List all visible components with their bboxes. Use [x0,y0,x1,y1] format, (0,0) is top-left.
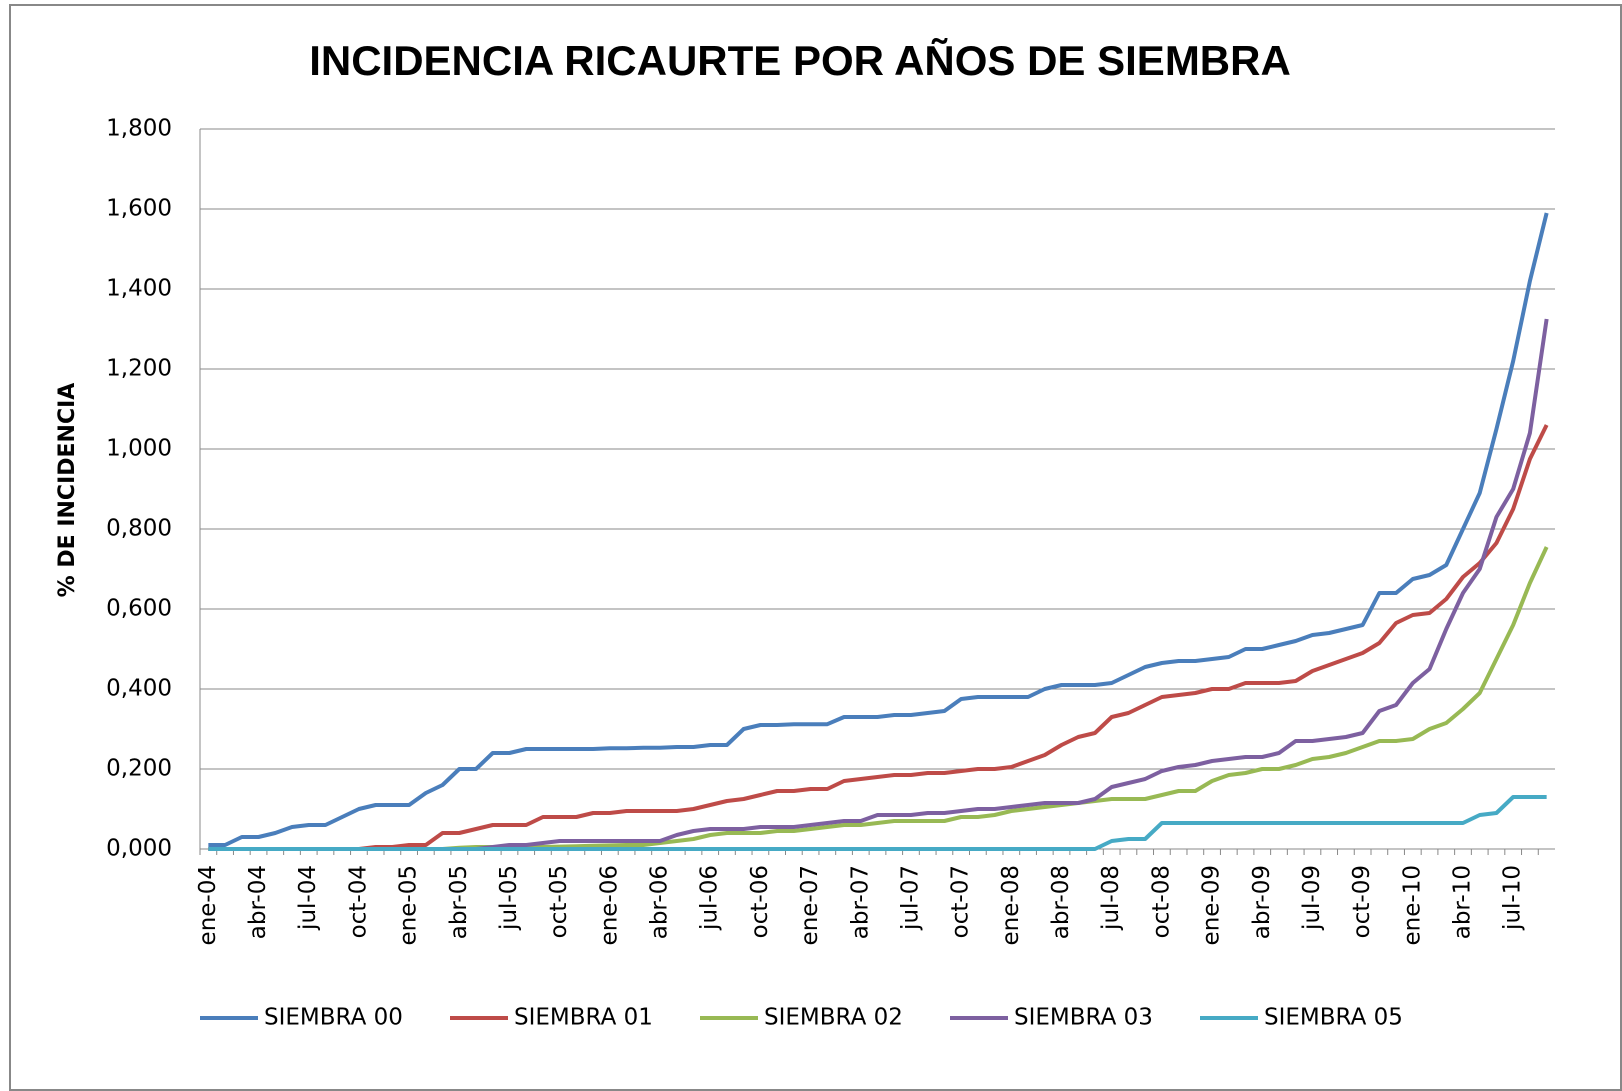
x-tick-label: ene-09 [1199,865,1225,945]
x-tick-label: oct-09 [1349,865,1375,938]
x-tick-label: jul-09 [1299,865,1325,931]
chart-title: INCIDENCIA RICAURTE POR AÑOS DE SIEMBRA [309,37,1291,84]
x-tick-label: jul-10 [1500,865,1526,931]
x-tick-label: ene-04 [195,865,221,945]
y-tick-label: 0,200 [106,756,172,782]
y-tick-label: 0,000 [106,836,172,862]
x-tick-label: jul-05 [496,865,522,931]
x-tick-label: jul-06 [697,865,723,931]
x-tick-label: jul-04 [295,865,321,931]
legend-label: SIEMBRA 03 [1014,1005,1153,1031]
y-tick-label: 0,400 [106,676,172,702]
x-tick-label: ene-05 [396,865,422,945]
x-tick-label: abr-08 [1048,865,1074,939]
x-tick-label: abr-09 [1249,865,1275,939]
x-tick-label: oct-04 [345,865,371,938]
x-tick-label: ene-06 [596,865,622,945]
y-tick-label: 0,600 [106,596,172,622]
legend-label: SIEMBRA 05 [1264,1005,1403,1031]
y-tick-label: 0,800 [106,516,172,542]
y-axis-label: % DE INCIDENCIA [55,383,80,598]
x-tick-label: oct-07 [948,865,974,938]
series-line [208,424,1549,851]
x-tick-label: oct-05 [546,865,572,938]
x-tick-label: abr-07 [847,865,873,939]
x-tick-label: oct-06 [747,865,773,938]
x-tick-label: abr-04 [245,865,271,939]
x-tick-label: jul-07 [897,865,923,931]
legend-label: SIEMBRA 02 [764,1005,903,1031]
series-line [208,795,1547,851]
y-tick-label: 1,000 [106,436,172,462]
chart-frame [9,4,1622,1091]
x-tick-label: abr-06 [647,865,673,939]
y-tick-label: 1,600 [106,196,172,222]
x-tick-label: ene-10 [1399,865,1425,945]
x-tick-label: ene-07 [797,865,823,945]
x-tick-label: ene-08 [998,865,1024,945]
y-tick-label: 1,200 [106,356,172,382]
y-tick-label: 1,800 [106,116,172,142]
series-line [208,212,1549,847]
y-tick-label: 1,400 [106,276,172,302]
x-tick-label: abr-10 [1449,865,1475,939]
x-tick-label: jul-08 [1098,865,1124,931]
x-tick-label: abr-05 [446,865,472,939]
legend-label: SIEMBRA 00 [264,1005,403,1031]
legend-label: SIEMBRA 01 [514,1005,653,1031]
x-tick-label: oct-08 [1148,865,1174,938]
